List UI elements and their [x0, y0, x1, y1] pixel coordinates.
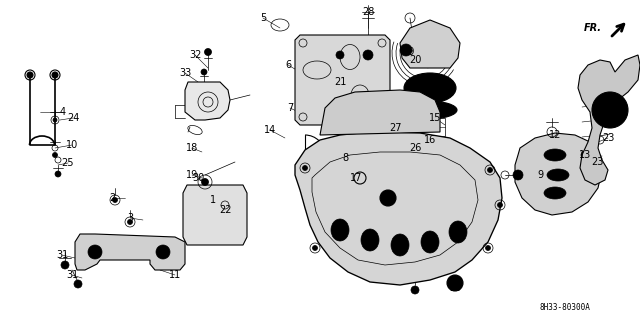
Ellipse shape — [331, 219, 349, 241]
Circle shape — [61, 261, 69, 269]
Ellipse shape — [361, 229, 379, 251]
Text: 11: 11 — [169, 270, 181, 280]
Ellipse shape — [399, 101, 457, 119]
Ellipse shape — [547, 169, 569, 181]
Text: 6: 6 — [285, 60, 291, 70]
Text: 31: 31 — [56, 250, 68, 260]
Text: 14: 14 — [264, 125, 276, 135]
Text: 26: 26 — [409, 143, 421, 153]
Text: 18: 18 — [186, 143, 198, 153]
Circle shape — [447, 275, 463, 291]
Text: 9: 9 — [537, 170, 543, 180]
Text: 12: 12 — [549, 130, 561, 140]
Text: 10: 10 — [66, 140, 78, 150]
Circle shape — [127, 219, 132, 225]
Circle shape — [380, 190, 396, 206]
Text: 17: 17 — [350, 173, 362, 183]
Ellipse shape — [404, 73, 456, 103]
Text: 20: 20 — [409, 55, 421, 65]
Text: 27: 27 — [388, 123, 401, 133]
Ellipse shape — [449, 221, 467, 243]
Text: 24: 24 — [67, 113, 79, 123]
Circle shape — [581, 151, 589, 159]
Polygon shape — [400, 20, 460, 68]
Polygon shape — [295, 132, 502, 285]
Circle shape — [600, 100, 620, 120]
Text: 17: 17 — [384, 195, 396, 205]
Circle shape — [488, 167, 493, 173]
Polygon shape — [578, 55, 640, 185]
Bar — [410, 118, 445, 136]
Circle shape — [88, 245, 102, 259]
Bar — [418, 106, 438, 114]
Circle shape — [156, 245, 170, 259]
Polygon shape — [320, 90, 440, 135]
Circle shape — [336, 51, 344, 59]
Circle shape — [303, 166, 307, 170]
Circle shape — [411, 286, 419, 294]
Circle shape — [451, 279, 459, 287]
Ellipse shape — [550, 172, 566, 179]
Circle shape — [92, 249, 98, 255]
Ellipse shape — [391, 234, 409, 256]
Text: 23: 23 — [591, 157, 603, 167]
Text: 22: 22 — [219, 205, 231, 215]
Text: 7: 7 — [287, 103, 293, 113]
Circle shape — [201, 69, 207, 75]
Text: 8: 8 — [342, 153, 348, 163]
Circle shape — [400, 44, 412, 56]
Text: 33: 33 — [179, 68, 191, 78]
Text: 31: 31 — [66, 270, 78, 280]
Ellipse shape — [547, 189, 563, 197]
Text: 16: 16 — [424, 135, 436, 145]
Text: 29: 29 — [402, 47, 414, 57]
Text: 21: 21 — [334, 77, 346, 87]
Polygon shape — [515, 133, 602, 215]
Circle shape — [53, 118, 57, 122]
Circle shape — [402, 46, 410, 54]
Polygon shape — [185, 82, 230, 120]
Text: 3: 3 — [127, 213, 133, 223]
Text: 15: 15 — [429, 113, 441, 123]
Text: FR.: FR. — [584, 23, 602, 33]
Circle shape — [55, 171, 61, 177]
Text: 25: 25 — [61, 158, 74, 168]
Circle shape — [27, 72, 33, 78]
Text: 13: 13 — [579, 150, 591, 160]
Polygon shape — [183, 185, 247, 245]
Ellipse shape — [544, 187, 566, 199]
Text: 19: 19 — [186, 170, 198, 180]
Circle shape — [592, 92, 628, 128]
Text: 32: 32 — [189, 50, 201, 60]
Text: 4: 4 — [60, 107, 66, 117]
Ellipse shape — [421, 231, 439, 253]
Circle shape — [513, 170, 523, 180]
Text: 30: 30 — [192, 173, 204, 183]
Text: 2: 2 — [109, 193, 115, 203]
Polygon shape — [295, 35, 390, 125]
Circle shape — [312, 246, 317, 250]
Text: 1: 1 — [210, 195, 216, 205]
Text: 28: 28 — [362, 7, 374, 17]
Ellipse shape — [544, 149, 566, 161]
Circle shape — [113, 197, 118, 203]
Ellipse shape — [547, 152, 563, 159]
Text: 5: 5 — [260, 13, 266, 23]
Circle shape — [52, 72, 58, 78]
Circle shape — [202, 179, 209, 186]
Polygon shape — [75, 234, 185, 270]
Circle shape — [205, 48, 211, 56]
Circle shape — [52, 152, 58, 158]
Text: 8H33-80300A: 8H33-80300A — [540, 303, 591, 313]
Circle shape — [160, 249, 166, 255]
Circle shape — [363, 50, 373, 60]
Circle shape — [74, 280, 82, 288]
Circle shape — [497, 203, 502, 207]
Circle shape — [384, 194, 392, 202]
Text: 23: 23 — [602, 133, 614, 143]
Text: 29: 29 — [449, 283, 461, 293]
Circle shape — [486, 246, 490, 250]
